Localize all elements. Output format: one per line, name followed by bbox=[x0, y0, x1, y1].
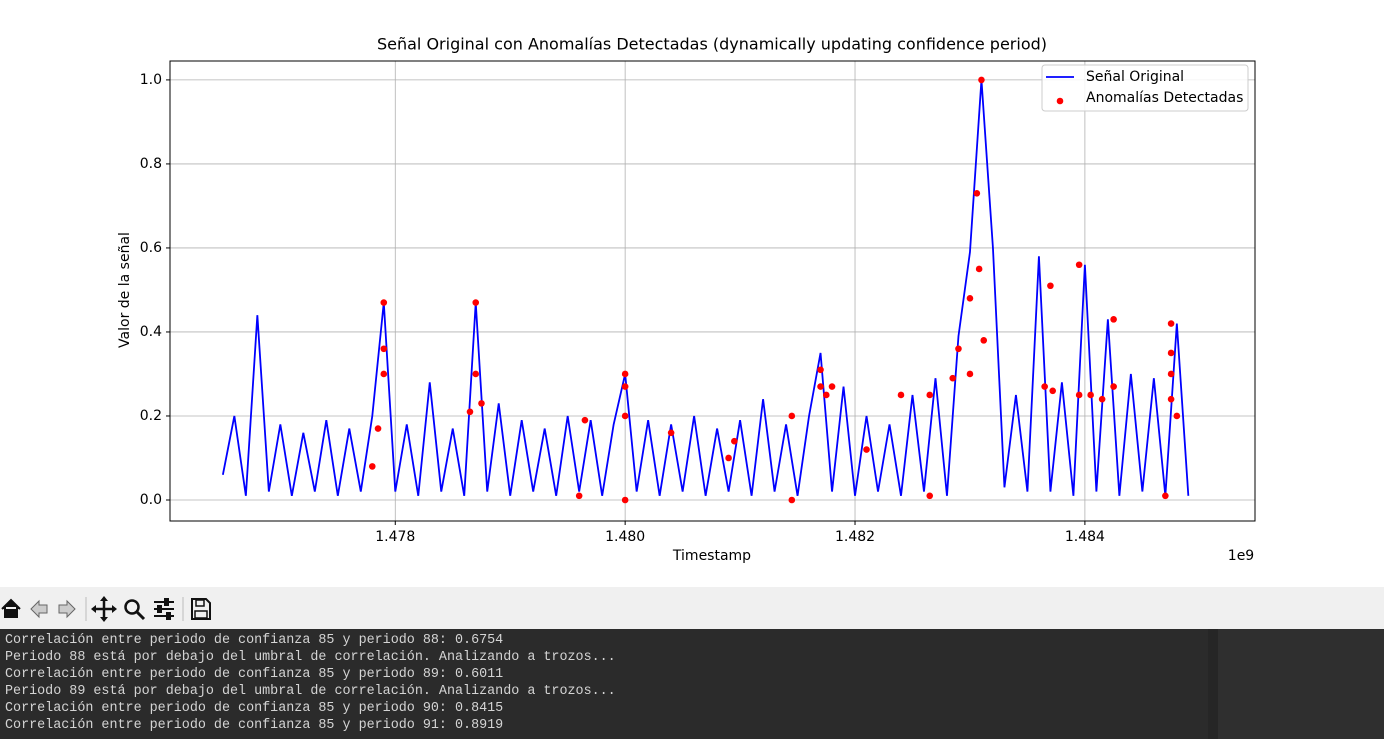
home-button[interactable] bbox=[1, 598, 21, 618]
anomaly-point bbox=[478, 400, 485, 407]
anomaly-point bbox=[1047, 282, 1054, 290]
anomaly-point bbox=[788, 496, 796, 504]
configure-button[interactable] bbox=[154, 598, 174, 620]
anomaly-point bbox=[926, 391, 934, 399]
anomaly-point bbox=[1098, 395, 1106, 403]
anomaly-point bbox=[380, 345, 388, 353]
anomaly-point bbox=[667, 429, 675, 437]
anomaly-point bbox=[1167, 395, 1175, 403]
anomaly-point bbox=[621, 496, 629, 504]
legend-label: Señal Original bbox=[1086, 69, 1184, 85]
anomaly-point bbox=[575, 492, 583, 500]
anomaly-point bbox=[1075, 261, 1083, 269]
y-axis-label: Valor de la señal bbox=[117, 232, 133, 348]
scrollbar[interactable] bbox=[1208, 629, 1218, 739]
x-tick-label: 1.482 bbox=[835, 529, 875, 545]
anomaly-point bbox=[822, 391, 830, 399]
anomaly-point bbox=[1110, 316, 1117, 323]
anomaly-point bbox=[897, 391, 905, 399]
anomaly-point bbox=[472, 299, 480, 306]
anomaly-point bbox=[1162, 492, 1169, 500]
anomaly-point bbox=[966, 370, 974, 378]
anomaly-point bbox=[828, 383, 836, 390]
anomaly-point bbox=[863, 446, 870, 453]
save-button[interactable] bbox=[191, 598, 211, 620]
plot-frame bbox=[169, 60, 1256, 522]
x-tick-label: 1.484 bbox=[1065, 529, 1105, 545]
anomaly-point bbox=[1167, 320, 1175, 327]
anomaly-point bbox=[1041, 383, 1048, 390]
x-axis-label: Timestamp bbox=[672, 548, 751, 564]
toolbar-icons bbox=[1, 596, 211, 622]
console-line: Correlación entre periodo de confianza 8… bbox=[5, 718, 504, 733]
anomaly-point bbox=[368, 463, 376, 470]
anomaly-point bbox=[725, 454, 732, 462]
console-line: Correlación entre periodo de confianza 8… bbox=[5, 633, 504, 648]
y-tick-label: 0.0 bbox=[140, 492, 162, 508]
anomaly-point bbox=[1087, 391, 1094, 399]
figure: Señal Original con Anomalías Detectadas … bbox=[117, 35, 1256, 564]
y-tick-label: 0.8 bbox=[140, 156, 162, 172]
signal-line bbox=[221, 79, 1190, 496]
anomaly-point bbox=[966, 295, 974, 302]
anomaly-point bbox=[472, 370, 480, 378]
y-tick-label: 0.6 bbox=[140, 240, 162, 256]
anomaly-point bbox=[955, 345, 962, 353]
terminal-output: Correlación entre periodo de confianza 8… bbox=[0, 632, 616, 734]
x-tick-label: 1.478 bbox=[375, 529, 415, 545]
anomaly-point bbox=[975, 265, 983, 273]
back-button[interactable] bbox=[30, 599, 48, 619]
anomaly-point bbox=[949, 374, 957, 382]
zoom-button[interactable] bbox=[124, 599, 146, 621]
anomaly-point bbox=[1173, 412, 1181, 420]
anomaly-point bbox=[1167, 349, 1175, 357]
console-line: Periodo 88 está por debajo del umbral de… bbox=[5, 650, 616, 665]
anomaly-point bbox=[374, 425, 382, 432]
anomaly-point bbox=[978, 76, 985, 84]
legend-box bbox=[1041, 64, 1249, 112]
anomaly-point bbox=[817, 383, 824, 390]
anomaly-point bbox=[1110, 383, 1117, 390]
terminal: Correlación entre periodo de confianza 8… bbox=[0, 629, 1384, 739]
console-line: Correlación entre periodo de confianza 8… bbox=[5, 701, 504, 716]
anomaly-point bbox=[731, 437, 738, 445]
console-line: Correlación entre periodo de confianza 8… bbox=[5, 667, 504, 682]
legend-swatch bbox=[1056, 97, 1064, 105]
anomaly-point bbox=[973, 190, 981, 197]
anomaly-point bbox=[788, 412, 796, 420]
y-tick-label: 0.4 bbox=[140, 324, 162, 340]
anomaly-point bbox=[926, 492, 934, 500]
anomaly-point bbox=[380, 299, 388, 306]
anomaly-point bbox=[1075, 391, 1083, 399]
anomaly-point bbox=[621, 412, 629, 420]
anomaly-point bbox=[817, 366, 824, 374]
y-tick-label: 0.2 bbox=[140, 408, 162, 424]
y-tick-label: 1.0 bbox=[140, 72, 162, 88]
anomaly-point bbox=[380, 370, 388, 378]
chart-title: Señal Original con Anomalías Detectadas … bbox=[377, 35, 1047, 54]
x-offset-label: 1e9 bbox=[1228, 548, 1254, 564]
anomaly-point bbox=[466, 408, 474, 416]
anomaly-point bbox=[581, 416, 589, 424]
side-pane bbox=[1218, 629, 1384, 739]
pan-button[interactable] bbox=[91, 596, 117, 622]
forward-button[interactable] bbox=[58, 599, 76, 619]
anomaly-point bbox=[621, 383, 629, 390]
x-tick-label: 1.480 bbox=[605, 529, 645, 545]
legend-label: Anomalías Detectadas bbox=[1086, 90, 1243, 106]
anomaly-point bbox=[1049, 387, 1057, 395]
anomaly-point bbox=[980, 337, 988, 344]
console-line: Periodo 89 está por debajo del umbral de… bbox=[5, 684, 616, 699]
toolbar bbox=[0, 587, 1384, 629]
anomaly-point bbox=[621, 370, 629, 378]
anomaly-point bbox=[1167, 370, 1175, 378]
